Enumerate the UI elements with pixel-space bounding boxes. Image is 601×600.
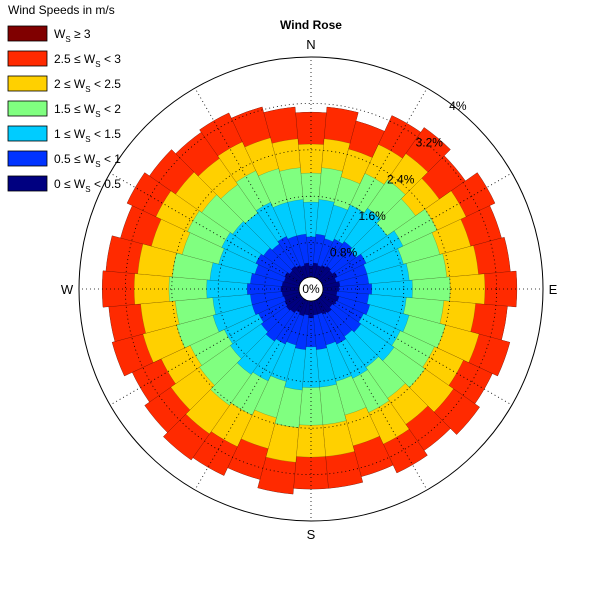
grid-spoke — [316, 87, 428, 279]
ring-label: 0.8% — [330, 245, 358, 259]
legend-title: Wind Speeds in m/s — [8, 3, 115, 17]
legend-label: 1 ≤ WS < 1.5 — [54, 127, 121, 144]
grid-spoke — [316, 299, 428, 491]
legend-swatch — [7, 100, 48, 117]
chart-title: Wind Rose — [280, 18, 342, 32]
grid-spoke — [194, 299, 306, 491]
legend-swatch — [7, 125, 48, 142]
legend-swatch — [7, 75, 48, 92]
rose-plot-area — [78, 56, 544, 522]
legend-label: 0 ≤ WS < 0.5 — [54, 177, 121, 194]
legend-swatch — [7, 175, 48, 192]
grid-ring — [264, 242, 358, 336]
ring-label: 4% — [449, 99, 467, 113]
direction-label-s: S — [307, 527, 316, 542]
ring-label: 3.2% — [416, 136, 444, 150]
grid-ring — [171, 149, 451, 429]
ring-label: 1.6% — [358, 209, 386, 223]
legend-swatch — [7, 50, 48, 67]
grid-spoke — [109, 172, 301, 284]
grid-spoke — [321, 172, 513, 284]
legend-label: 1.5 ≤ WS < 2 — [54, 102, 121, 119]
legend-swatch — [7, 25, 48, 42]
legend-label: WS ≥ 3 — [54, 27, 91, 44]
grid-ring — [124, 102, 498, 476]
direction-label-e: E — [549, 282, 558, 297]
direction-label-n: N — [306, 37, 315, 52]
grid-spoke — [109, 294, 301, 406]
ring-label: 2.4% — [387, 172, 415, 186]
ring-label: 0% — [302, 282, 320, 296]
direction-label-w: W — [61, 282, 74, 297]
polar-grid — [79, 57, 543, 521]
grid-spoke — [321, 294, 513, 406]
legend-label: 0.5 ≤ WS < 1 — [54, 152, 121, 169]
grid-spoke — [194, 87, 306, 279]
legend-label: 2.5 ≤ WS < 3 — [54, 52, 121, 69]
axis-labels: 0% 0.8% 1.6% 2.4% 3.2% 4% N E S W — [61, 37, 558, 542]
legend-swatch — [7, 150, 48, 167]
legend-label: 2 ≤ WS < 2.5 — [54, 77, 121, 94]
legend: Wind Speeds in m/s WS ≥ 3 2.5 ≤ WS < 3 2 ≤… — [7, 3, 121, 194]
